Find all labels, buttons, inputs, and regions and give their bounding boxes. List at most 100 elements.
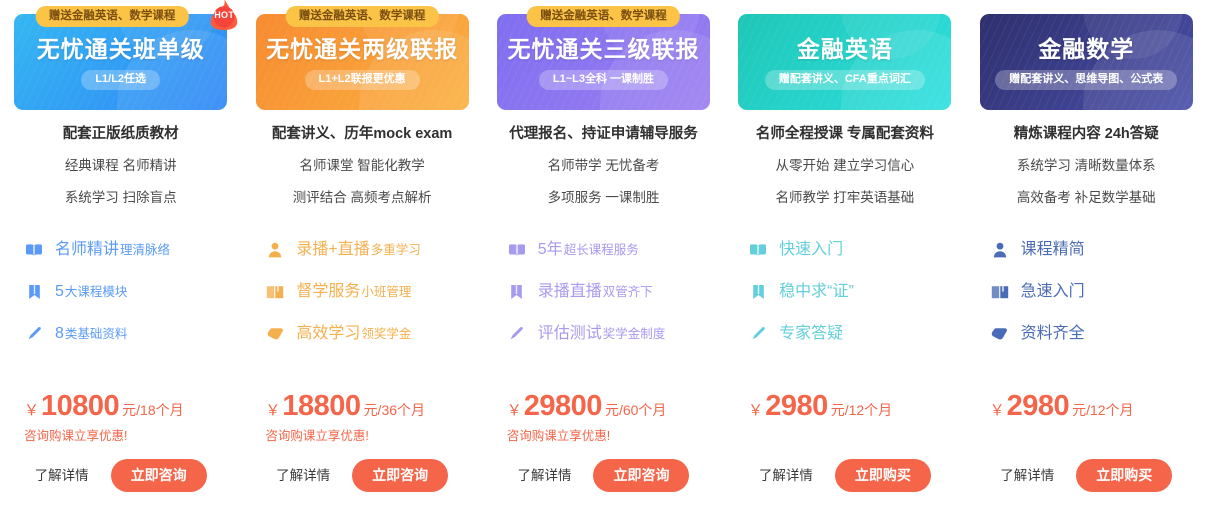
feature-primary-text: 评估测试 (537, 324, 602, 342)
pricing-card: 无忧通关两级联报 L1+L2联报更优惠 赠送金融英语、数学课程 配套讲义、历年mock… (241, 0, 483, 518)
diamond-icon (265, 325, 285, 343)
card-actions: 了解详情 立即购买 (966, 459, 1207, 492)
price-row: ￥ 2980 元/12个月 (990, 392, 1134, 421)
user-icon (265, 241, 285, 259)
user-icon (990, 241, 1010, 259)
cta-button[interactable]: 立即咨询 (110, 459, 207, 492)
detail-link[interactable]: 了解详情 (1000, 467, 1055, 483)
banner-surface: 金融数学赠配套讲义、思维导图、公式表 (979, 14, 1193, 110)
card-subline: 系统学习 扫除盲点 (64, 189, 177, 205)
bookmark-icon (24, 283, 44, 301)
detail-link[interactable]: 了解详情 (758, 467, 813, 483)
price-row: ￥ 2980 元/12个月 (748, 392, 892, 421)
card-actions: 了解详情 立即咨询 (0, 459, 241, 492)
pricing-card: 金融数学 赠配套讲义、思维导图、公式表 精炼课程内容 24h答疑 系统学习 清晰数量体… (965, 0, 1207, 518)
price-promo-note: 咨询购课立享优惠! (24, 429, 128, 443)
detail-link[interactable]: 了解详情 (276, 467, 331, 483)
feature-primary-text: 课程精简 (1020, 240, 1085, 258)
diamond-icon (990, 325, 1010, 343)
feature-item: 资料齐全 (990, 322, 1085, 346)
banner-subtitle-pill: 赠配套讲义、思维导图、公式表 (995, 70, 1178, 90)
feature-list: 名师精讲 理清脉络 5 大课程模块 8 类基础资料 (0, 238, 241, 346)
currency-symbol: ￥ (989, 402, 1005, 419)
promo-ribbon: 赠送金融英语、数学课程 (285, 6, 439, 28)
card-actions: 了解详情 立即咨询 (483, 459, 724, 492)
price-amount: 10800 (41, 390, 120, 422)
feature-primary-text: 5 (55, 282, 64, 300)
bookmark-icon (507, 283, 527, 301)
banner-stripes-decoration (979, 14, 1193, 110)
feature-list: 课程精简急速入门资料齐全 (966, 238, 1207, 346)
pen-icon (507, 325, 527, 343)
banner-title: 金融数学 (1038, 36, 1135, 63)
feature-item: 评估测试 奖学金制度 (507, 322, 666, 346)
cta-button[interactable]: 立即咨询 (352, 459, 449, 492)
feature-primary-text: 录播直播 (537, 282, 602, 300)
cta-button[interactable]: 立即咨询 (593, 459, 690, 492)
feature-list: 快速入门稳中求“证” 专家答疑 (724, 238, 965, 346)
price-unit: 元/12个月 (830, 402, 893, 418)
card-banner: 金融数学赠配套讲义、思维导图、公式表 (979, 6, 1193, 110)
price-amount: 2980 (765, 390, 828, 422)
banner-title: 无忧通关两级联报 (266, 36, 459, 63)
cta-button[interactable]: 立即购买 (1076, 459, 1173, 492)
banner-surface: 无忧通关两级联报 L1+L2联报更优惠 (255, 14, 469, 110)
feature-secondary-text: 奖学金制度 (602, 326, 666, 341)
promo-ribbon: 赠送金融英语、数学课程 (527, 6, 680, 28)
card-subline: 高效备考 补足数学基础 (1016, 189, 1156, 205)
book-open-icon (507, 241, 527, 259)
feature-item: 急速入门 (990, 280, 1085, 304)
card-subline: 系统学习 清晰数量体系 (1016, 158, 1156, 174)
card-headline: 配套正版纸质教材 (62, 126, 179, 142)
currency-symbol: ￥ (506, 402, 522, 419)
card-subline: 名师课堂 智能化教学 (299, 158, 425, 174)
feature-item: 录播直播 双管齐下 (507, 280, 653, 304)
detail-link[interactable]: 了解详情 (517, 467, 572, 483)
card-banner: 无忧通关班单级 L1/L2任选 赠送金融英语、数学课程 HOT (14, 0, 238, 110)
pricing-card: 无忧通关班单级 L1/L2任选 赠送金融英语、数学课程 HOT 配套正版纸质教材 经典课程… (0, 0, 242, 518)
feature-item: 8 类基础资料 (24, 322, 127, 346)
feature-secondary-text: 大课程模块 (64, 284, 128, 299)
price-amount: 2980 (1006, 390, 1070, 422)
feature-primary-text: 快速入门 (779, 240, 844, 258)
feature-primary-text: 专家答疑 (779, 324, 844, 342)
price-unit: 元/12个月 (1072, 402, 1134, 418)
card-banner: 无忧通关两级联报 L1+L2联报更优惠 赠送金融英语、数学课程 (255, 6, 469, 110)
card-subline: 测评结合 高频考点解析 (292, 189, 432, 205)
banner-stripes-decoration (738, 14, 952, 110)
feature-item: 高效学习 领奖学金 (265, 322, 411, 346)
price-unit: 元/36个月 (363, 402, 426, 418)
currency-symbol: ￥ (748, 402, 764, 419)
feature-primary-text: 5年 (537, 240, 563, 258)
feature-list: 录播+直播 多重学习 督学服务 小班管理 高效学习 领奖学金 (241, 238, 482, 346)
feature-item: 督学服务 小班管理 (265, 280, 411, 304)
pricing-card: 无忧通关三级联报 L1~L3全科 一课制胜 赠送金融英语、数学课程 代理报名、持证申请… (482, 0, 725, 518)
card-headline: 名师全程授课 专属配套资料 (755, 126, 934, 142)
banner-subtitle-pill: L1~L3全科 一课制胜 (538, 70, 669, 90)
detail-link[interactable]: 了解详情 (34, 467, 89, 483)
feature-item: 稳中求“证” (748, 280, 854, 304)
price-row: ￥ 10800 元/18个月 (24, 392, 184, 421)
pricing-card: 金融英语 赠配套讲义、CFA重点词汇 名师全程授课 专属配套资料 从零开始 建立学习信… (724, 0, 966, 518)
card-actions: 了解详情 立即咨询 (241, 459, 482, 492)
banner-title: 无忧通关班单级 (36, 36, 205, 63)
feature-primary-text: 名师精讲 (55, 240, 120, 258)
price-row: ￥ 18800 元/36个月 (265, 392, 425, 421)
hot-flame-icon: HOT (207, 0, 241, 31)
feature-item: 名师精讲 理清脉络 (24, 238, 170, 262)
feature-secondary-text: 理清脉络 (120, 242, 171, 257)
feature-primary-text: 8 (55, 324, 64, 342)
price-amount: 29800 (523, 390, 603, 422)
banner-title: 金融英语 (796, 36, 893, 63)
banner-subtitle-pill: L1/L2任选 (81, 70, 161, 90)
cta-button[interactable]: 立即购买 (834, 459, 931, 492)
book-open-icon (748, 241, 768, 259)
currency-symbol: ￥ (24, 402, 40, 419)
banner-stripes-decoration (14, 14, 228, 110)
pen-icon (748, 325, 768, 343)
banner-subtitle-pill: L1+L2联报更优惠 (304, 70, 420, 90)
banner-surface: 金融英语 赠配套讲义、CFA重点词汇 (738, 14, 952, 110)
price-amount: 18800 (282, 390, 361, 422)
feature-secondary-text: 小班管理 (361, 284, 412, 299)
